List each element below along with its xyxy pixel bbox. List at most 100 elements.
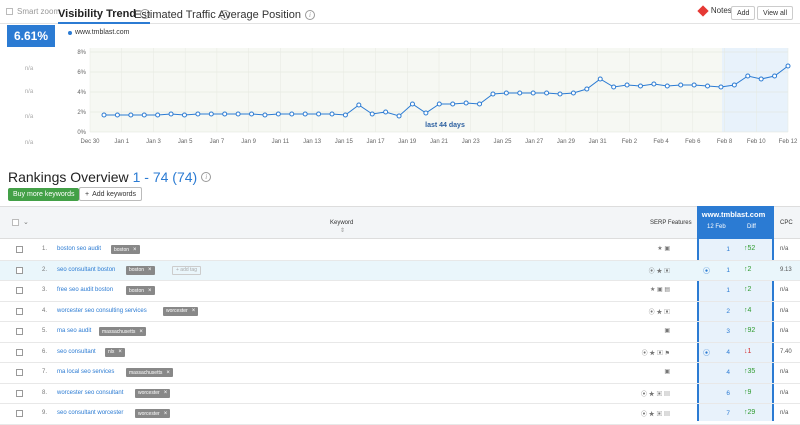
remove-tag-icon[interactable]: × [148,287,152,294]
serp-features-icons[interactable]: ⦿ ★ ▣ [648,268,670,275]
data-point[interactable] [208,111,214,117]
column-diff[interactable]: Diff [747,224,756,230]
position-value[interactable]: 4 [726,369,730,376]
data-point[interactable] [289,111,295,117]
remove-tag-icon[interactable]: × [191,308,196,314]
serp-features-icons[interactable]: ⦿ ★ ▣ ▤ [640,391,670,398]
position-value[interactable]: 3 [726,328,730,335]
column-cpc[interactable]: CPC [780,220,793,226]
data-point[interactable] [651,81,657,87]
keyword-tag[interactable]: boston × [126,286,155,295]
serp-features-icons[interactable]: ★ ▣ [657,246,670,252]
keyword-link[interactable]: ma seo audit [57,328,92,334]
row-checkbox[interactable] [16,266,23,274]
tab-average-position[interactable]: Average Position i [218,5,315,24]
data-point[interactable] [275,111,281,117]
info-icon[interactable]: i [140,8,151,19]
keyword-tag[interactable]: massachusetts × [99,327,146,336]
data-point[interactable] [436,101,442,107]
data-point[interactable] [155,112,161,118]
add-note-button[interactable]: Add [731,6,756,20]
keyword-tag[interactable]: boston × [126,265,155,275]
remove-tag-icon[interactable]: × [166,369,170,376]
remove-tag-icon[interactable]: × [148,267,152,273]
data-point[interactable] [409,101,415,107]
serp-features-icons[interactable]: ▣ [664,328,670,334]
remove-tag-icon[interactable]: × [163,410,168,417]
data-point[interactable] [570,90,576,96]
position-value[interactable]: 2 [726,307,730,315]
keyword-tag[interactable]: worcester × [135,409,171,418]
remove-tag-icon[interactable]: × [118,349,122,355]
visibility-trend-chart[interactable]: 0% 2% 4% 6% 8% Dec 30 Jan 1 Jan 3 Jan 5 Jan 7 Jan … [60,40,800,150]
data-point[interactable] [235,111,241,117]
data-point[interactable] [517,90,523,96]
add-tag-button[interactable]: + add tag [172,265,201,275]
data-point[interactable] [302,111,308,117]
smart-zoom-checkbox[interactable] [6,8,13,15]
keyword-link[interactable]: worcester seo consulting services [57,307,147,314]
position-value[interactable]: 6 [726,389,730,397]
keyword-tag[interactable]: worcester × [135,388,171,398]
data-point[interactable] [114,112,120,118]
data-point[interactable] [731,82,737,88]
remove-tag-icon[interactable]: × [139,328,143,335]
select-all-checkbox[interactable] [12,219,19,226]
remove-tag-icon[interactable]: × [133,246,137,253]
data-point[interactable] [718,84,724,90]
data-point[interactable] [544,90,550,96]
data-point[interactable] [342,112,348,118]
data-point[interactable] [785,63,791,69]
info-icon[interactable]: i [304,9,315,20]
keyword-tag[interactable]: massachusetts × [126,368,173,377]
serp-features-icons[interactable]: ⦿ ★ ▣ ⚑ [641,350,670,357]
info-icon[interactable]: i [219,9,230,20]
add-keywords-button[interactable]: + Add keywords [79,187,143,201]
row-checkbox[interactable] [16,348,23,356]
row-checkbox[interactable] [16,328,23,335]
data-point[interactable] [141,112,147,118]
data-point[interactable] [584,86,590,92]
row-checkbox[interactable] [16,410,23,417]
remove-tag-icon[interactable]: × [163,390,168,396]
data-point[interactable] [423,110,429,116]
keyword-tag[interactable]: nlx × [105,347,125,357]
row-checkbox[interactable] [16,246,23,253]
position-value[interactable]: 7 [726,410,730,417]
data-point[interactable] [222,111,228,117]
keyword-tag[interactable]: boston × [111,245,140,254]
keyword-link[interactable]: ma local seo services [57,369,115,375]
serp-features-icons[interactable]: ⦿ ★ ▣ [648,309,670,316]
position-value[interactable]: 1 [726,287,730,294]
data-point[interactable] [664,83,670,89]
data-point[interactable] [477,101,483,107]
data-point[interactable] [624,82,630,88]
position-value[interactable]: 1 [726,266,730,274]
column-keyword[interactable]: Keyword [330,220,354,226]
chevron-down-icon[interactable]: ⌄ [23,219,29,226]
data-point[interactable] [597,76,603,82]
data-point[interactable] [490,91,496,97]
data-point[interactable] [396,113,402,119]
data-point[interactable] [181,112,187,118]
data-point[interactable] [249,111,255,117]
data-point[interactable] [383,109,389,115]
data-point[interactable] [101,112,107,118]
keyword-tag[interactable]: worcester × [163,306,199,316]
keyword-link[interactable]: worcester seo consultant [57,389,124,396]
row-checkbox[interactable] [16,307,23,315]
data-point[interactable] [530,90,536,96]
tab-estimated-traffic[interactable]: Estimated Traffic i [134,5,230,24]
data-point[interactable] [678,82,684,88]
data-point[interactable] [369,111,375,117]
tab-visibility-trend[interactable]: Visibility Trend i [58,5,151,24]
data-point[interactable] [611,84,617,90]
column-date[interactable]: 12 Feb [707,224,726,230]
data-point[interactable] [745,73,751,79]
data-point[interactable] [772,73,778,79]
row-checkbox[interactable] [16,389,23,397]
buy-more-keywords-button[interactable]: Buy more keywords [8,188,80,201]
keyword-link[interactable]: seo consultant worcester [57,410,124,416]
serp-features-icons[interactable]: ▣ [664,369,670,375]
row-checkbox[interactable] [16,369,23,376]
